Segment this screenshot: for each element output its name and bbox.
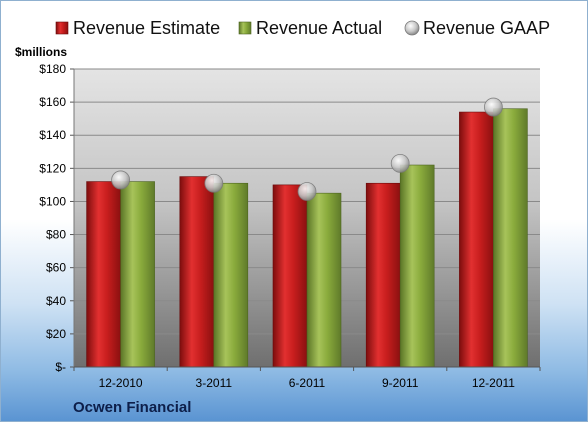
x-tick-label: 6-2011 xyxy=(289,376,326,390)
legend-label: Revenue Actual xyxy=(256,18,382,38)
x-tick-label: 12-2011 xyxy=(472,376,515,390)
marker-revenue-gaap xyxy=(390,153,410,173)
marker-revenue-gaap xyxy=(111,170,130,190)
marker-revenue-gaap xyxy=(297,182,317,201)
y-tick-label: $- xyxy=(55,360,66,374)
legend-swatch xyxy=(238,21,252,35)
bar-revenue-actual xyxy=(120,181,155,368)
bar-revenue-estimate xyxy=(179,176,215,368)
legend: Revenue Estimate Revenue Actual Revenue GA… xyxy=(55,18,550,38)
legend-label: Revenue GAAP xyxy=(423,18,550,38)
y-tick-label: $40 xyxy=(46,294,66,308)
company-name: Ocwen Financial xyxy=(73,399,192,416)
y-tick-label: $60 xyxy=(46,261,66,275)
y-tick-label: $160 xyxy=(39,95,66,109)
bars xyxy=(86,108,528,368)
bar-revenue-actual xyxy=(213,182,249,368)
marker-revenue-gaap xyxy=(204,173,224,193)
x-tick-label: 3-2011 xyxy=(196,376,233,390)
bar-revenue-actual xyxy=(399,164,435,368)
y-tick-label: $100 xyxy=(39,194,66,208)
gaap-markers xyxy=(111,97,503,201)
y-tick-label: $20 xyxy=(46,327,66,341)
bar-revenue-actual xyxy=(493,108,528,368)
marker-revenue-gaap xyxy=(483,97,503,117)
legend-label: Revenue Estimate xyxy=(73,18,220,38)
bar-revenue-estimate xyxy=(86,181,121,368)
y-axis-ticks: $- $20 $40 $60 $80 $100 $120 $140 $160 $180 xyxy=(39,62,75,374)
bar-revenue-actual xyxy=(306,192,342,368)
bar-revenue-estimate xyxy=(459,111,494,368)
x-axis-ticks: 12-2010 3-2011 6-2011 9-2011 12-2011 xyxy=(73,367,541,390)
legend-swatch xyxy=(55,21,69,35)
y-tick-label: $120 xyxy=(39,161,66,175)
x-tick-label: 9-2011 xyxy=(382,376,419,390)
x-tick-label: 12-2010 xyxy=(99,376,143,390)
bar-revenue-estimate xyxy=(272,184,308,368)
y-axis-unit-label: $millions xyxy=(15,45,67,59)
legend-swatch xyxy=(404,20,420,36)
y-tick-label: $80 xyxy=(46,228,66,242)
bar-revenue-estimate xyxy=(365,182,401,368)
y-tick-label: $180 xyxy=(39,62,66,76)
y-tick-label: $140 xyxy=(39,128,66,142)
